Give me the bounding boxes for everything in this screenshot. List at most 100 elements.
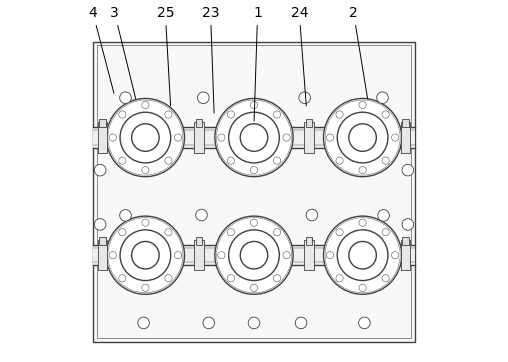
Circle shape [402,219,414,230]
Bar [93,127,415,148]
Circle shape [198,92,209,104]
Text: 4: 4 [88,6,114,93]
Circle shape [94,164,106,176]
Text: 23: 23 [202,6,219,113]
Circle shape [336,157,343,164]
Circle shape [327,252,334,259]
Circle shape [359,284,366,291]
Circle shape [228,275,235,282]
Bar [93,42,415,342]
Circle shape [337,112,388,163]
Circle shape [142,167,149,174]
Circle shape [283,134,290,141]
Circle shape [349,241,376,269]
Circle shape [349,124,376,151]
Circle shape [240,241,268,269]
Circle shape [119,157,126,164]
Circle shape [229,112,279,163]
Bar [196,119,202,127]
Circle shape [283,252,290,259]
Circle shape [336,275,343,282]
Circle shape [359,219,366,226]
Circle shape [306,209,318,221]
Circle shape [196,209,207,221]
Circle shape [273,111,280,118]
Circle shape [392,134,399,141]
Circle shape [324,98,402,177]
Circle shape [382,228,389,236]
Circle shape [228,228,235,236]
Circle shape [359,167,366,174]
Circle shape [215,98,293,177]
Circle shape [165,111,172,118]
Text: 3: 3 [110,6,136,99]
Circle shape [273,157,280,164]
Circle shape [165,157,172,164]
Circle shape [109,252,116,259]
Circle shape [229,230,279,281]
Circle shape [120,230,171,281]
Bar [98,240,107,270]
Bar [306,119,312,127]
Circle shape [327,134,334,141]
Circle shape [240,124,268,151]
Bar [93,245,415,265]
Bar [402,119,408,127]
Circle shape [248,317,260,329]
Circle shape [273,275,280,282]
Circle shape [174,252,181,259]
Circle shape [94,219,106,230]
Circle shape [132,124,159,151]
Circle shape [228,111,235,118]
Text: 24: 24 [291,6,308,106]
Circle shape [250,101,258,109]
Text: 1: 1 [253,6,262,121]
Circle shape [142,101,149,109]
Bar [195,240,204,270]
Circle shape [273,228,280,236]
Circle shape [120,112,171,163]
Circle shape [109,134,116,141]
Circle shape [337,230,388,281]
Bar [100,237,106,245]
Circle shape [120,92,131,104]
Bar [306,237,312,245]
Circle shape [250,219,258,226]
Circle shape [359,317,370,329]
Circle shape [250,284,258,291]
Bar [196,237,202,245]
Circle shape [382,275,389,282]
Bar [195,122,204,153]
Circle shape [142,219,149,226]
Circle shape [250,167,258,174]
Circle shape [215,216,293,294]
Circle shape [228,157,235,164]
Circle shape [174,134,181,141]
Text: 2: 2 [349,6,368,98]
Bar [304,240,313,270]
Circle shape [336,228,343,236]
Circle shape [165,228,172,236]
Circle shape [120,210,131,221]
Circle shape [106,216,184,294]
Bar [97,45,411,338]
Circle shape [119,111,126,118]
Circle shape [402,164,414,176]
Circle shape [382,111,389,118]
Circle shape [382,157,389,164]
Circle shape [218,252,225,259]
Circle shape [324,216,402,294]
Circle shape [359,101,366,109]
Circle shape [119,275,126,282]
Circle shape [378,210,390,221]
Circle shape [377,92,388,104]
Bar [401,122,410,153]
Bar [401,240,410,270]
Bar [98,122,107,153]
Bar [304,122,313,153]
Circle shape [132,241,159,269]
Circle shape [295,317,307,329]
Bar [100,119,106,127]
Circle shape [138,317,149,329]
Circle shape [392,252,399,259]
